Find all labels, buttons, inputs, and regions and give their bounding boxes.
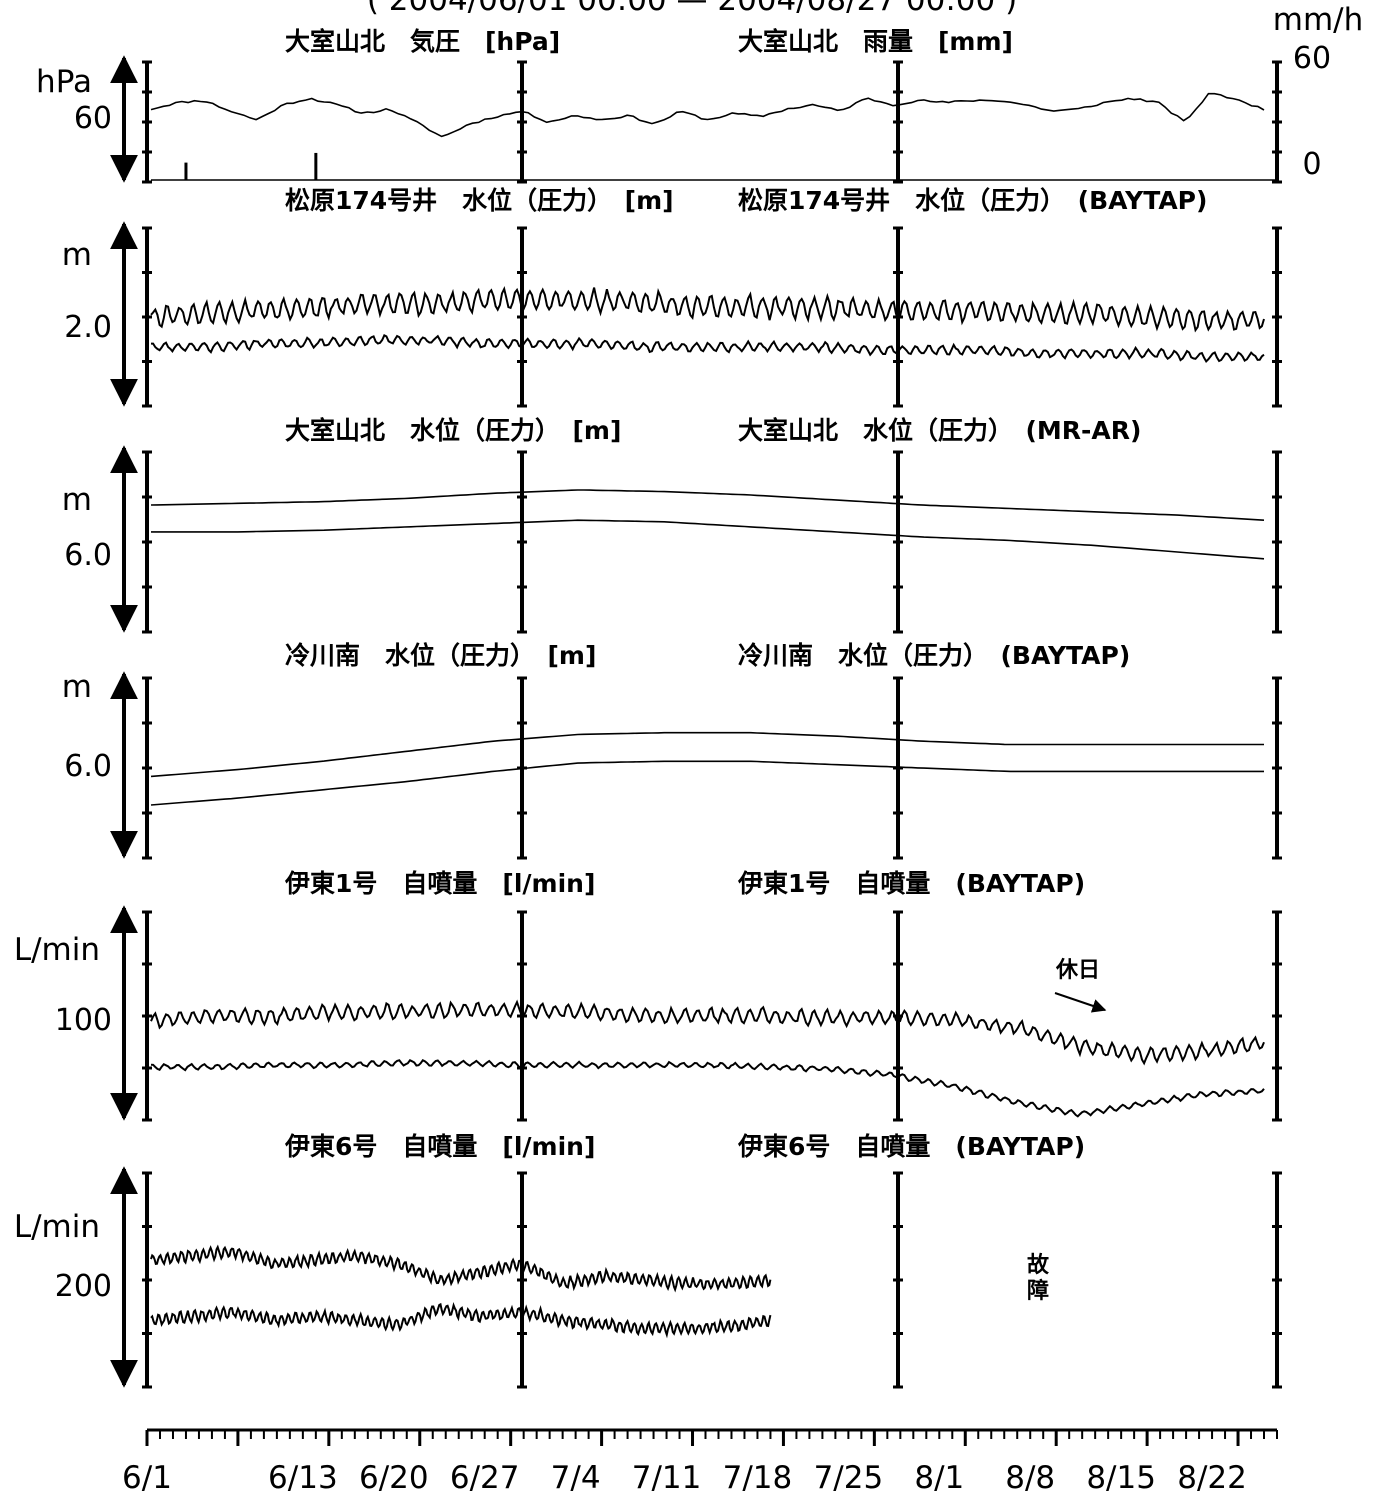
y-tick-label: 200 <box>55 1269 112 1304</box>
series-1-line <box>150 92 1265 138</box>
series-2-line <box>151 519 1265 560</box>
panel-right-title: 冷川南 水位（圧力） (BAYTAP) <box>738 641 1130 670</box>
panel-right-title: 松原174号井 水位（圧力） (BAYTAP) <box>738 186 1207 215</box>
panel-right-title: 大室山北 水位（圧力） (MR-AR) <box>738 416 1141 445</box>
panel-title: 冷川南 水位（圧力） [m] <box>285 641 596 670</box>
x-tick-label: 7/25 <box>814 1460 884 1496</box>
y-axis-unit-label: m <box>62 482 92 518</box>
panel-right-title: 伊東6号 自噴量 (BAYTAP) <box>737 1132 1085 1161</box>
panel-title: 大室山北 気圧 [hPa] <box>285 27 560 56</box>
x-tick-label: 6/20 <box>359 1460 429 1496</box>
y-tick-label: 60 <box>74 101 112 136</box>
y2-tick-label-top: 60 <box>1293 41 1331 76</box>
y2-tick-label-bottom: 0 <box>1302 147 1321 182</box>
y-tick-label: 6.0 <box>64 538 112 573</box>
annotation-failure: 故 <box>1027 1252 1050 1278</box>
y-axis-unit-label: L/min <box>14 932 100 968</box>
y-axis-unit-label: m <box>62 237 92 273</box>
y-tick-label: 100 <box>55 1003 112 1038</box>
series-2-line <box>151 334 1265 364</box>
panel-5: 伊東1号 自噴量 [l/min] 伊東1号 自噴量 (BAYTAP) L/min 10… <box>14 869 1282 1122</box>
y-axis-unit-label: L/min <box>14 1209 100 1245</box>
x-tick-label: 7/4 <box>551 1460 601 1496</box>
series-2-line <box>150 1059 1265 1118</box>
x-tick-label: 6/13 <box>268 1460 338 1496</box>
annotation-holiday: 休日 <box>1055 958 1100 983</box>
panels: 大室山北 気圧 [hPa] 大室山北 雨量 [mm]hPa60mm/h600松原1… <box>14 2 1364 1389</box>
y-tick-label: 2.0 <box>64 310 112 345</box>
panel-right-title: 伊東1号 自噴量 (BAYTAP) <box>737 869 1085 898</box>
annotation-arrow <box>1054 992 1107 1013</box>
series-2-line <box>150 1301 772 1339</box>
x-tick-label: 8/8 <box>1005 1460 1055 1496</box>
panel-title: 伊東1号 自噴量 [l/min] <box>284 869 595 898</box>
panel-title: 伊東6号 自噴量 [l/min] <box>284 1132 595 1161</box>
series-1-line <box>150 489 1265 521</box>
annotation-failure: 障 <box>1027 1278 1049 1304</box>
series-1-line <box>150 999 1265 1066</box>
panel-right-title: 大室山北 雨量 [mm] <box>738 27 1013 56</box>
panel-title: 大室山北 水位（圧力） [m] <box>285 416 621 445</box>
series-1-line <box>150 285 1265 333</box>
x-tick-label: 8/22 <box>1177 1460 1247 1496</box>
y-tick-label: 6.0 <box>64 749 112 784</box>
y-axis-unit-label: hPa <box>36 64 92 100</box>
series-1-line <box>150 731 1264 778</box>
panel-3: 大室山北 水位（圧力） [m] 大室山北 水位（圧力） (MR-AR) m 6.0 <box>62 416 1282 634</box>
x-tick-label: 7/11 <box>632 1460 702 1496</box>
panel-2: 松原174号井 水位（圧力） [m] 松原174号井 水位（圧力） (BAYTAP… <box>62 186 1282 408</box>
x-tick-label: 7/18 <box>723 1460 793 1496</box>
panel-4: 冷川南 水位（圧力） [m] 冷川南 水位（圧力） (BAYTAP) m 6.0 <box>62 641 1282 860</box>
series-2-line <box>150 760 1264 806</box>
x-tick-label: 6/27 <box>450 1460 520 1496</box>
x-tick-label: 8/1 <box>914 1460 964 1496</box>
x-tick-label: 8/15 <box>1086 1460 1156 1496</box>
panel-6: 伊東6号 自噴量 [l/min] 伊東6号 自噴量 (BAYTAP) L/min 20… <box>14 1132 1282 1389</box>
series-1-line <box>150 1244 772 1293</box>
period-header: ( 2004/06/01 00:00 — 2004/08/27 00:00 ) <box>367 0 1017 18</box>
date-axis: 6/1 6/13 6/20 6/27 7/4 7/11 7/18 7/25 8/1 8/8 8/15… <box>122 1428 1278 1496</box>
y2-axis-unit-label: mm/h <box>1273 2 1364 38</box>
y-axis-unit-label: m <box>62 669 92 705</box>
x-tick-label: 6/1 <box>122 1460 172 1496</box>
panel-title: 松原174号井 水位（圧力） [m] <box>285 186 674 215</box>
